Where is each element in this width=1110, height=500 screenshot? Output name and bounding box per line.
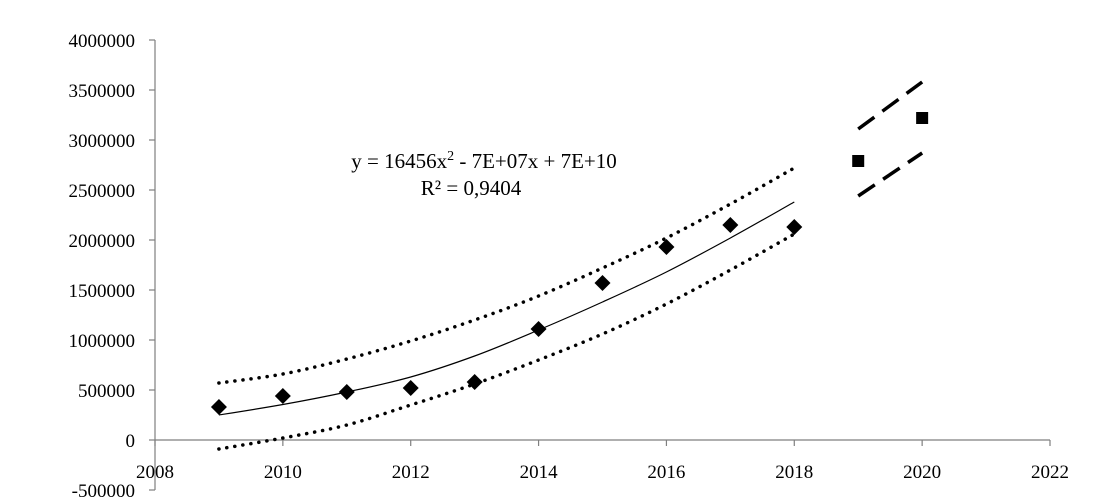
y-tick-label: 1000000 [69, 331, 136, 352]
trendline-curve [218, 201, 795, 416]
data-point-diamond [786, 219, 803, 235]
x-tick-label: 2022 [1031, 462, 1069, 483]
data-points [210, 112, 929, 415]
x-tick-label: 2010 [264, 462, 302, 483]
chart-lines [217, 80, 924, 451]
y-tick-label: 3500000 [69, 81, 136, 102]
lower-confidence-curve [217, 232, 797, 451]
y-axis-tick-labels: 4000000 3500000 3000000 2500000 2000000 15000… [69, 31, 136, 500]
data-point-diamond [466, 374, 483, 390]
y-tick-label: 0 [126, 431, 136, 452]
data-point-diamond [722, 217, 739, 233]
lower-forecast-line [857, 151, 924, 198]
y-tick-label: 2000000 [69, 231, 136, 252]
trendline-annotation: y = 16456x2 - 7E+07x + 7E+10 R² = 0,9404 [351, 149, 617, 200]
data-point-diamond [402, 380, 419, 396]
data-point-diamond [530, 321, 547, 337]
x-tick-label: 2012 [392, 462, 430, 483]
r-squared-label: R² = 0,9404 [421, 176, 522, 200]
data-point-diamond [338, 384, 355, 400]
y-tick-label: 3000000 [69, 131, 136, 152]
axes [149, 39, 1051, 491]
y-tick-label: 1500000 [69, 281, 136, 302]
x-tick-label: 2020 [903, 462, 941, 483]
y-tick-label: 500000 [78, 381, 135, 402]
x-tick-label: 2014 [520, 462, 559, 483]
x-axis-tick-labels: 2008 2010 2012 2014 2016 2018 2020 2022 [136, 462, 1069, 483]
data-point-diamond [274, 388, 291, 404]
upper-confidence-curve [217, 166, 797, 385]
data-point-diamond [658, 239, 675, 255]
data-point-diamond [594, 275, 611, 291]
y-tick-label: -500000 [72, 481, 135, 500]
x-tick-label: 2008 [136, 462, 174, 483]
data-point-square [852, 155, 865, 167]
y-tick-label: 4000000 [69, 31, 136, 52]
data-point-square [916, 112, 929, 124]
upper-forecast-line [857, 80, 924, 131]
x-tick-label: 2018 [775, 462, 813, 483]
data-point-diamond [210, 399, 227, 415]
trendline-equation: y = 16456x2 - 7E+07x + 7E+10 [351, 149, 617, 173]
y-tick-label: 2500000 [69, 181, 136, 202]
x-tick-label: 2016 [647, 462, 685, 483]
